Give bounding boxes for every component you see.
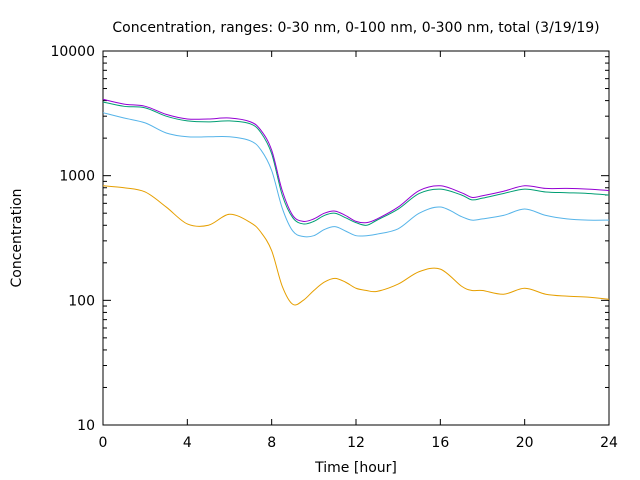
x-tick-label: 8 (267, 435, 276, 451)
y-tick-label: 100 (68, 293, 95, 309)
y-tick-label: 1000 (59, 169, 95, 185)
series-lines (102, 98, 610, 306)
x-axis: 0 4 8 12 16 20 24 (99, 51, 618, 451)
x-axis-label: Time [hour] (314, 460, 397, 476)
y-axis: 10 100 1000 10000 (50, 44, 609, 434)
plot-frame (102, 50, 610, 426)
x-tick-label: 16 (431, 435, 449, 451)
series-line-3 (102, 101, 610, 226)
series-line-1 (102, 185, 610, 306)
y-tick-label: 10000 (50, 44, 95, 60)
chart-title: Concentration, ranges: 0-30 nm, 0-100 nm… (112, 20, 599, 36)
x-tick-label: 0 (99, 435, 108, 451)
x-tick-label: 24 (600, 435, 618, 451)
x-tick-label: 20 (516, 435, 534, 451)
x-tick-label: 4 (183, 435, 192, 451)
series-line-2 (102, 112, 610, 238)
y-tick-label: 10 (77, 418, 95, 434)
series-line-4 (102, 98, 610, 224)
y-axis-label: Concentration (9, 188, 25, 287)
x-tick-label: 12 (347, 435, 365, 451)
